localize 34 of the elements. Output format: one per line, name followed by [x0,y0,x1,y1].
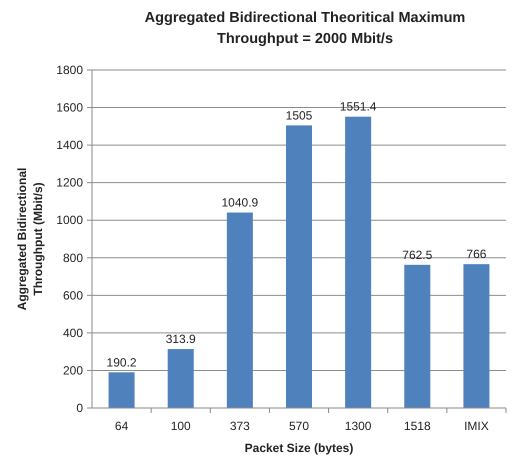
data-label: 762.5 [402,248,433,262]
data-label: 766 [466,247,487,262]
y-tick-label: 1000 [56,213,84,228]
chart-title: Aggregated Bidirectional Theoritical Maximum Throughput = 2000 Mbit/s [144,10,466,47]
bar [404,264,430,408]
y-tick-label: 0 [76,401,84,415]
y-tick-label: 1600 [56,100,84,115]
x-tick-label: 570 [288,419,310,433]
y-tick-label: 400 [62,326,84,340]
data-label: 1505 [286,108,313,122]
x-tick-label: 373 [230,419,250,433]
y-tick-label: 800 [62,250,84,265]
data-label: 190.2 [106,355,137,370]
x-axis-title: Packet Size (bytes) [244,441,354,455]
bar [108,372,135,408]
y-tick-label: 200 [62,363,84,378]
data-label: 1040.9 [222,196,259,210]
x-tick-label: 1300 [344,419,372,433]
y-tick-label: 600 [62,288,84,302]
bar [168,349,194,408]
y-tick-label: 1400 [56,138,84,152]
bar [286,125,312,408]
y-tick-label: 1200 [56,176,84,190]
y-tick-label: 1800 [56,63,84,77]
data-label: 1551.4 [340,100,377,114]
y-axis-title: Aggregated Bidirectional Throughput (Mbit/s) [15,168,45,310]
bar [226,212,253,408]
x-tick-label: IMIX [464,419,489,433]
x-tick-label: 1518 [404,419,431,433]
data-label: 313.9 [166,332,196,346]
bar [463,264,490,408]
x-tick-label: 100 [170,419,192,433]
x-tick-label: 64 [114,419,129,433]
bar [345,116,372,408]
